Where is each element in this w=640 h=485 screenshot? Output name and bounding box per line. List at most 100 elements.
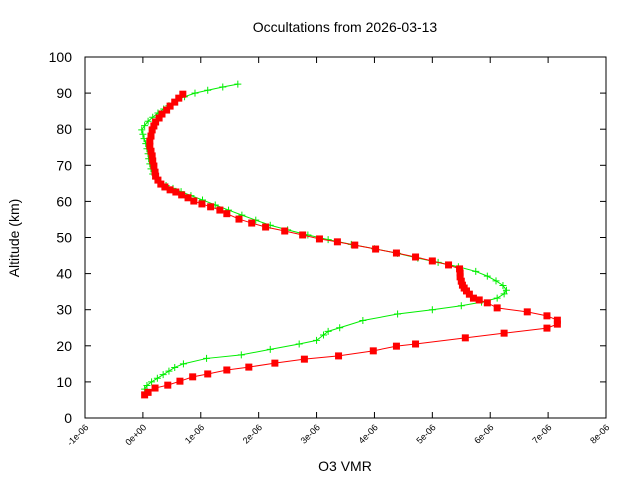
data-point	[266, 345, 274, 353]
data-point	[172, 188, 180, 196]
data-point	[456, 269, 464, 277]
data-point	[359, 317, 367, 325]
data-point	[138, 126, 146, 134]
data-point	[154, 176, 162, 184]
data-point	[351, 241, 359, 249]
data-point	[248, 219, 256, 227]
y-tick-label: 30	[56, 302, 72, 318]
data-point	[456, 273, 464, 281]
data-point	[475, 296, 483, 304]
series-line	[144, 93, 558, 396]
data-point	[461, 334, 469, 342]
data-point	[149, 157, 157, 165]
data-point	[523, 308, 531, 316]
data-point	[483, 299, 491, 307]
data-point	[139, 130, 147, 138]
data-point	[150, 122, 158, 130]
x-tick-label: 2e-06	[241, 422, 264, 445]
y-tick-label: 0	[64, 410, 72, 426]
data-point	[219, 83, 227, 91]
series-line	[141, 83, 508, 390]
data-point	[204, 86, 212, 94]
data-point	[143, 382, 151, 390]
data-point	[281, 227, 289, 235]
data-point	[179, 360, 187, 368]
x-tick-label: 5e-06	[414, 422, 437, 445]
data-point	[456, 265, 464, 273]
data-point	[234, 80, 242, 88]
data-point	[161, 183, 169, 191]
x-tick-label: 0e+00	[123, 422, 148, 447]
data-point	[295, 340, 303, 348]
x-tick-label: 6e-06	[472, 422, 495, 445]
data-point	[216, 206, 224, 214]
data-point	[144, 117, 152, 125]
data-point	[163, 106, 171, 114]
y-tick-label: 10	[56, 374, 72, 390]
data-point	[392, 342, 400, 350]
data-point	[493, 294, 501, 302]
data-point	[315, 235, 323, 243]
data-point	[179, 90, 187, 98]
data-point	[203, 354, 211, 362]
x-tick-label: 3e-06	[299, 422, 322, 445]
data-point	[159, 371, 167, 379]
data-point	[141, 122, 149, 130]
data-point	[178, 191, 186, 199]
data-point	[166, 102, 174, 110]
data-point	[152, 172, 160, 180]
data-point	[324, 327, 332, 335]
data-point	[189, 373, 197, 381]
data-point	[175, 94, 183, 102]
data-point	[164, 381, 172, 389]
data-point	[457, 302, 465, 310]
data-point	[299, 231, 307, 239]
data-point	[336, 324, 344, 332]
data-point	[428, 306, 436, 314]
data-point	[190, 197, 198, 205]
x-tick-label: 1e-06	[183, 422, 206, 445]
data-point	[553, 320, 561, 328]
x-tick-label: 7e-06	[530, 422, 553, 445]
data-point	[171, 98, 179, 106]
data-point	[500, 290, 508, 298]
data-point	[223, 366, 231, 374]
x-axis-label: O3 VMR	[318, 458, 372, 474]
data-point	[392, 249, 400, 257]
x-tick-label: 4e-06	[357, 422, 380, 445]
data-point	[553, 316, 561, 324]
data-point	[457, 277, 465, 285]
data-point	[262, 223, 270, 231]
data-point	[500, 329, 508, 337]
data-point	[372, 245, 380, 253]
data-point	[148, 378, 156, 386]
y-axis-label: Altitude (km)	[6, 199, 22, 278]
data-point	[492, 277, 500, 285]
y-tick-label: 50	[56, 230, 72, 246]
data-point	[499, 282, 507, 290]
data-point	[237, 351, 245, 359]
data-point	[158, 110, 166, 118]
data-point	[469, 294, 477, 302]
series-1	[138, 80, 510, 393]
y-tick-label: 20	[56, 338, 72, 354]
data-point	[191, 89, 199, 97]
data-point	[207, 203, 215, 211]
data-point	[165, 367, 173, 375]
data-point	[153, 374, 161, 382]
data-point	[271, 359, 279, 367]
data-point	[150, 162, 158, 170]
y-tick-label: 100	[49, 49, 73, 65]
data-point	[335, 352, 343, 360]
data-point	[171, 363, 179, 371]
data-point	[493, 304, 501, 312]
chart-title: Occultations from 2026-03-13	[253, 19, 438, 35]
data-point	[313, 336, 321, 344]
data-point	[483, 272, 491, 280]
data-point	[543, 312, 551, 320]
data-point	[412, 253, 420, 261]
data-point	[155, 114, 163, 122]
data-point	[166, 186, 174, 194]
data-point	[148, 152, 156, 160]
